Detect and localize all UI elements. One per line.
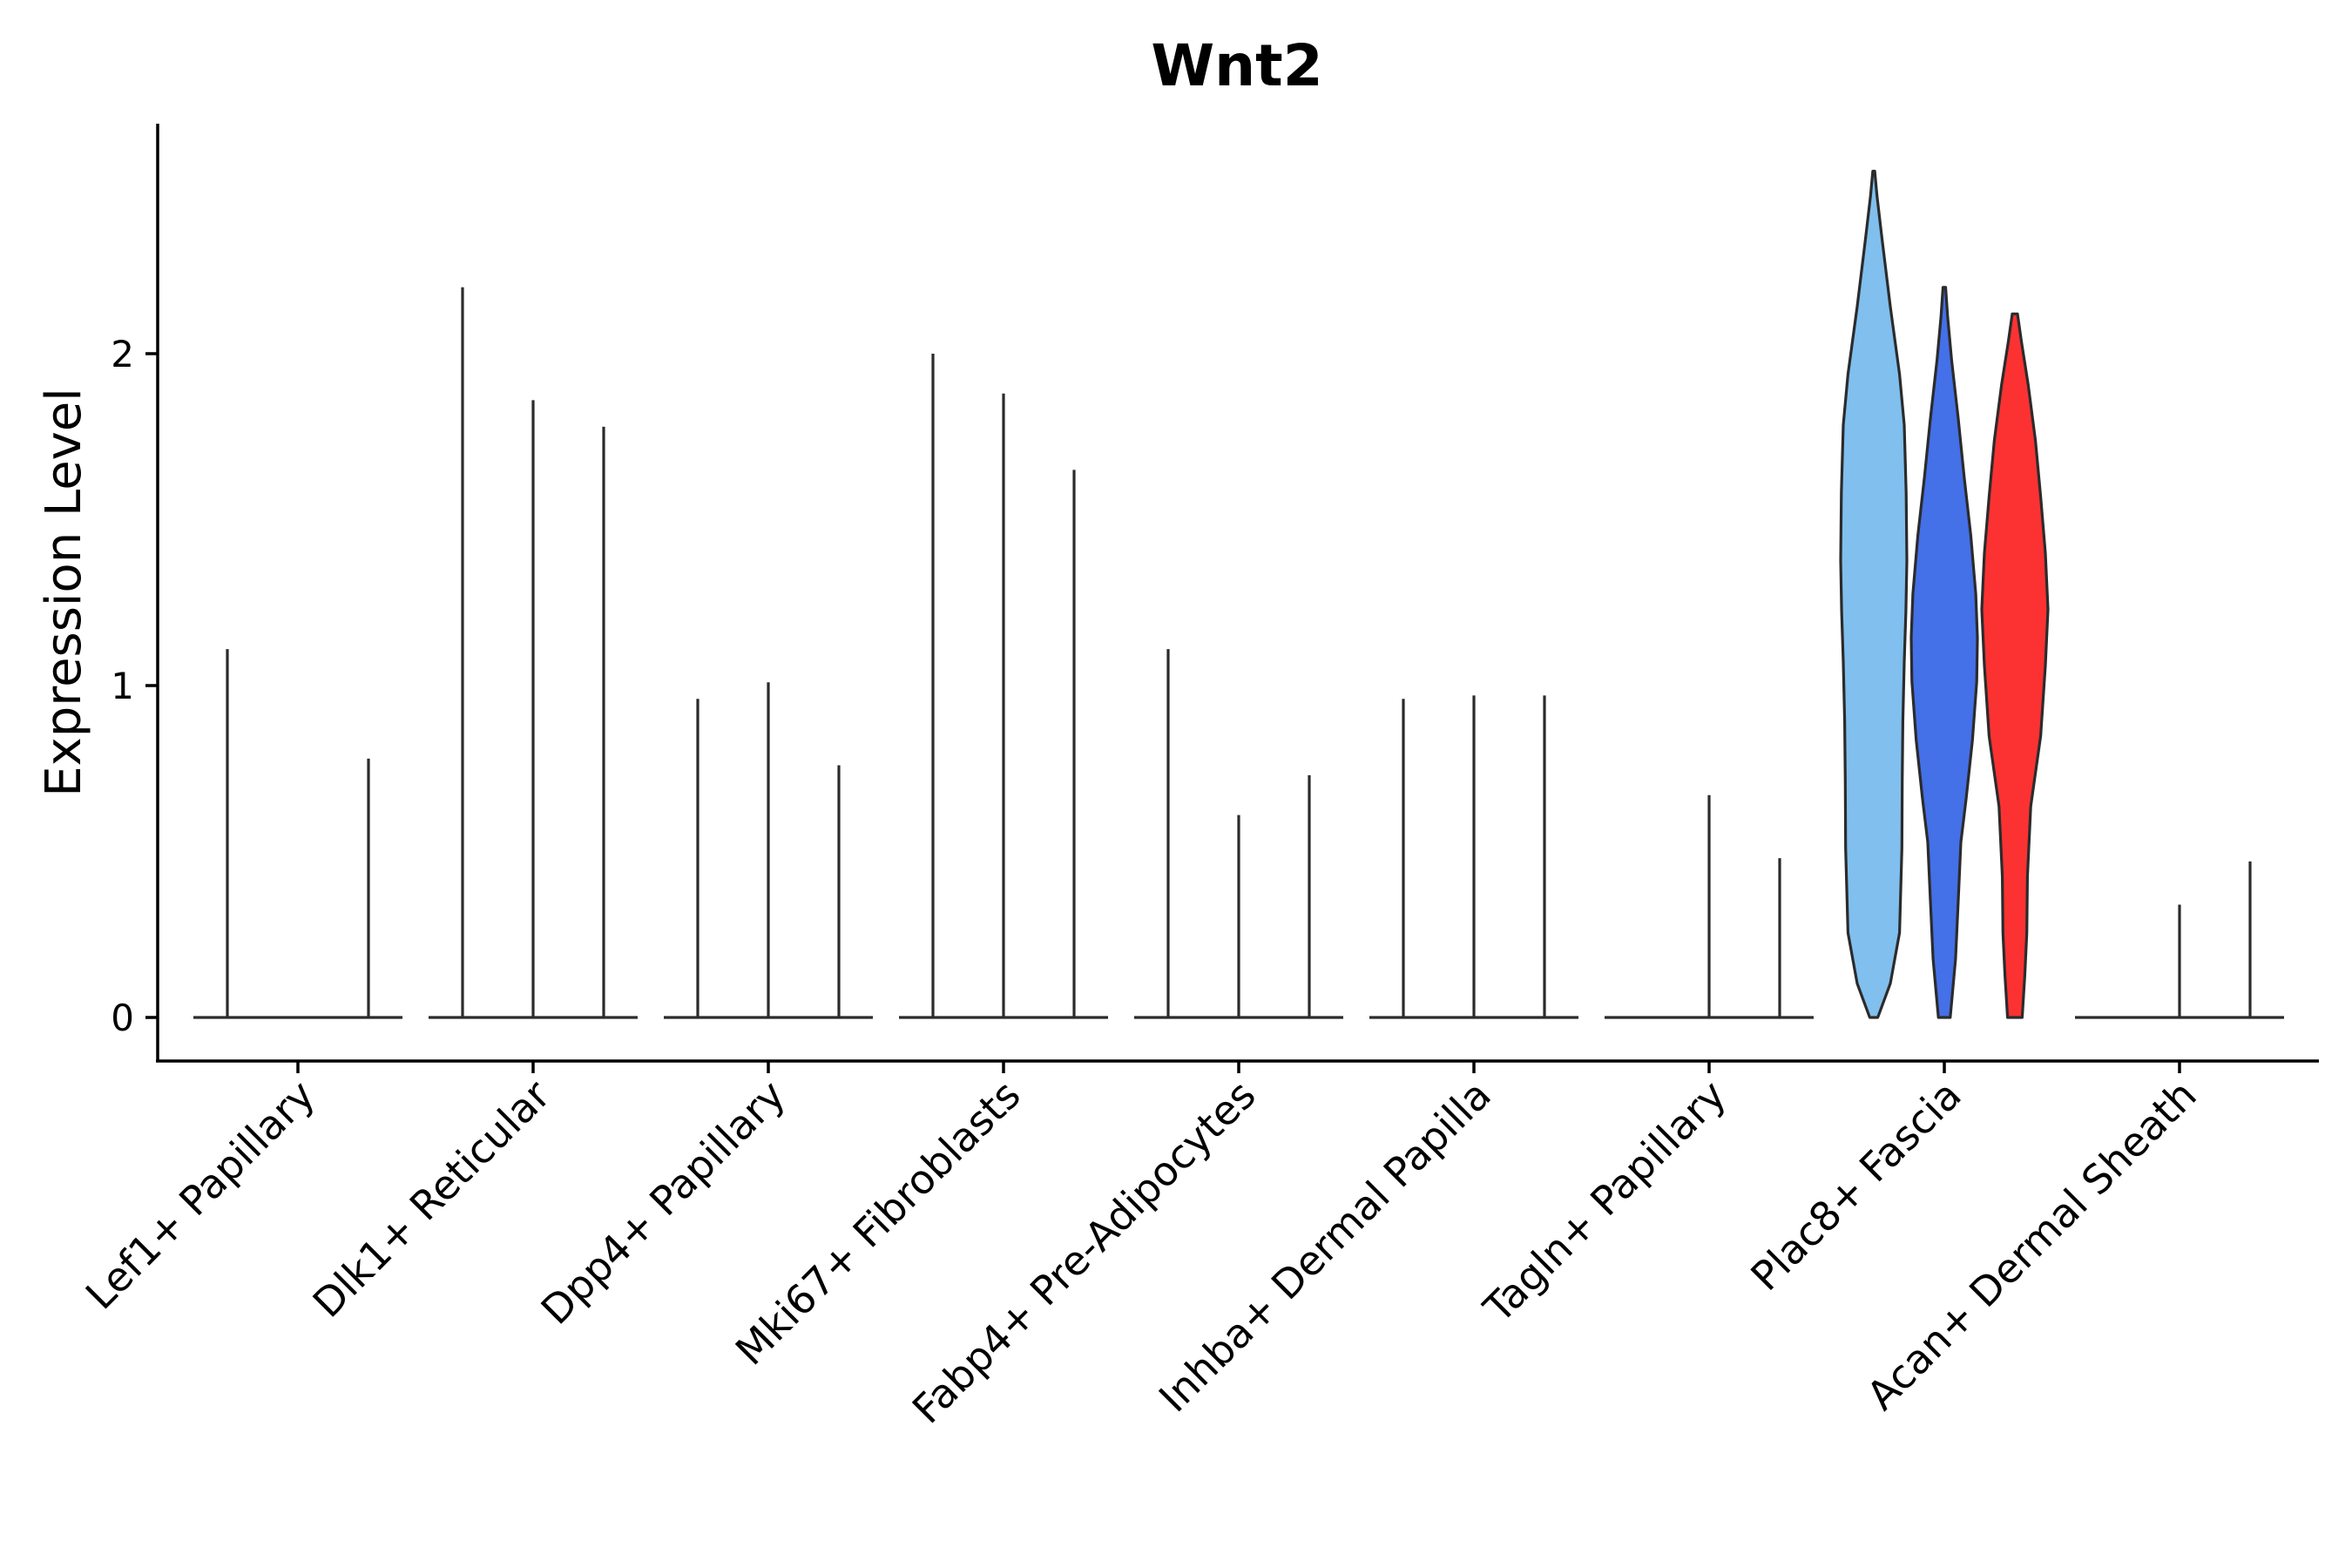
chart-title: Wnt2 <box>1151 32 1322 99</box>
violin-group <box>193 169 2284 1019</box>
violin-2 <box>1909 286 1979 1019</box>
x-tick-label: Dpp4+ Papillary <box>532 1071 794 1334</box>
y-axis-ticks: 0 1 2 <box>111 333 158 1039</box>
violin-3 <box>1980 312 2050 1019</box>
x-tick-label: Dlk1+ Reticular <box>304 1071 559 1327</box>
x-tick-label: Lef1+ Papillary <box>77 1071 324 1319</box>
y-tick-label: 0 <box>111 997 134 1039</box>
violin-1 <box>1839 169 1909 1019</box>
y-tick-label: 1 <box>111 665 134 707</box>
x-tick-label: Tagln+ Papillary <box>1474 1071 1735 1333</box>
x-tick-label: Plac8+ Fascia <box>1741 1071 1970 1300</box>
y-tick-label: 2 <box>111 333 134 375</box>
y-axis-label: Expression Level <box>36 388 92 797</box>
